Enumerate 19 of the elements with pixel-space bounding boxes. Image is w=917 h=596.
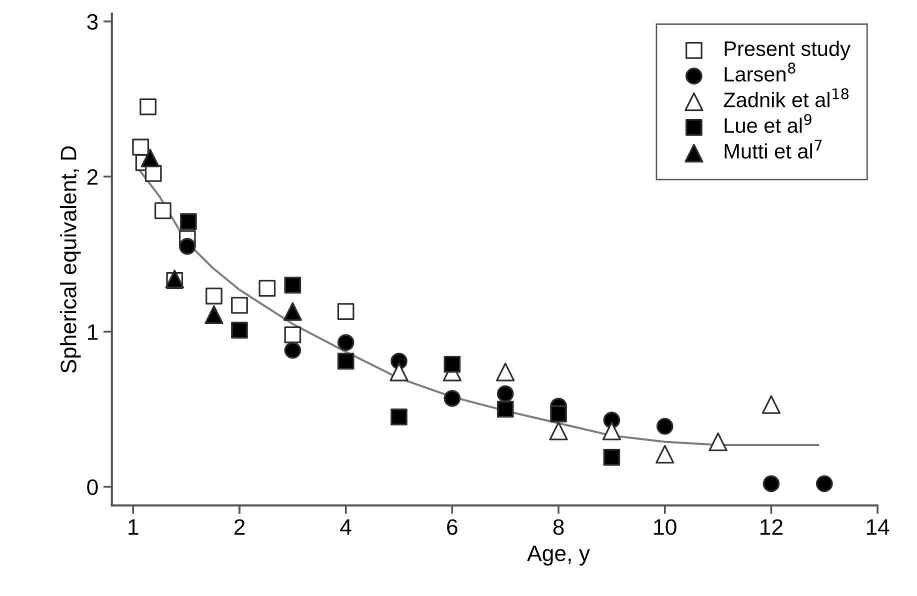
y-tick-label: 0 — [87, 479, 98, 496]
x-axis-title: Age, y — [527, 546, 590, 566]
legend-label: Present study — [724, 40, 850, 60]
x-tick-label: 10 — [654, 519, 676, 535]
legend-label: Mutti et al$^{7}$ — [724, 140, 822, 159]
x-tick-label: 1 — [128, 519, 138, 535]
y-tick-label: 1 — [88, 324, 98, 340]
x-tick-label: 8 — [553, 519, 564, 535]
y-tick-label: 2 — [87, 169, 98, 185]
y-axis-title: Spherical equivalent, D — [60, 146, 81, 373]
x-tick-label: 14 — [866, 519, 890, 535]
legend-label: Zadnik et al$^{18}$ — [724, 88, 849, 108]
x-tick-label: 12 — [760, 519, 782, 535]
x-tick-label: 2 — [234, 519, 245, 535]
y-tick-label: 3 — [87, 14, 98, 30]
legend-label: Larsen$^{8}$ — [724, 62, 796, 82]
x-tick-label: 4 — [340, 519, 352, 535]
x-tick-label: 6 — [447, 519, 458, 535]
legend-label: Lue et al$^{9}$ — [724, 114, 812, 133]
